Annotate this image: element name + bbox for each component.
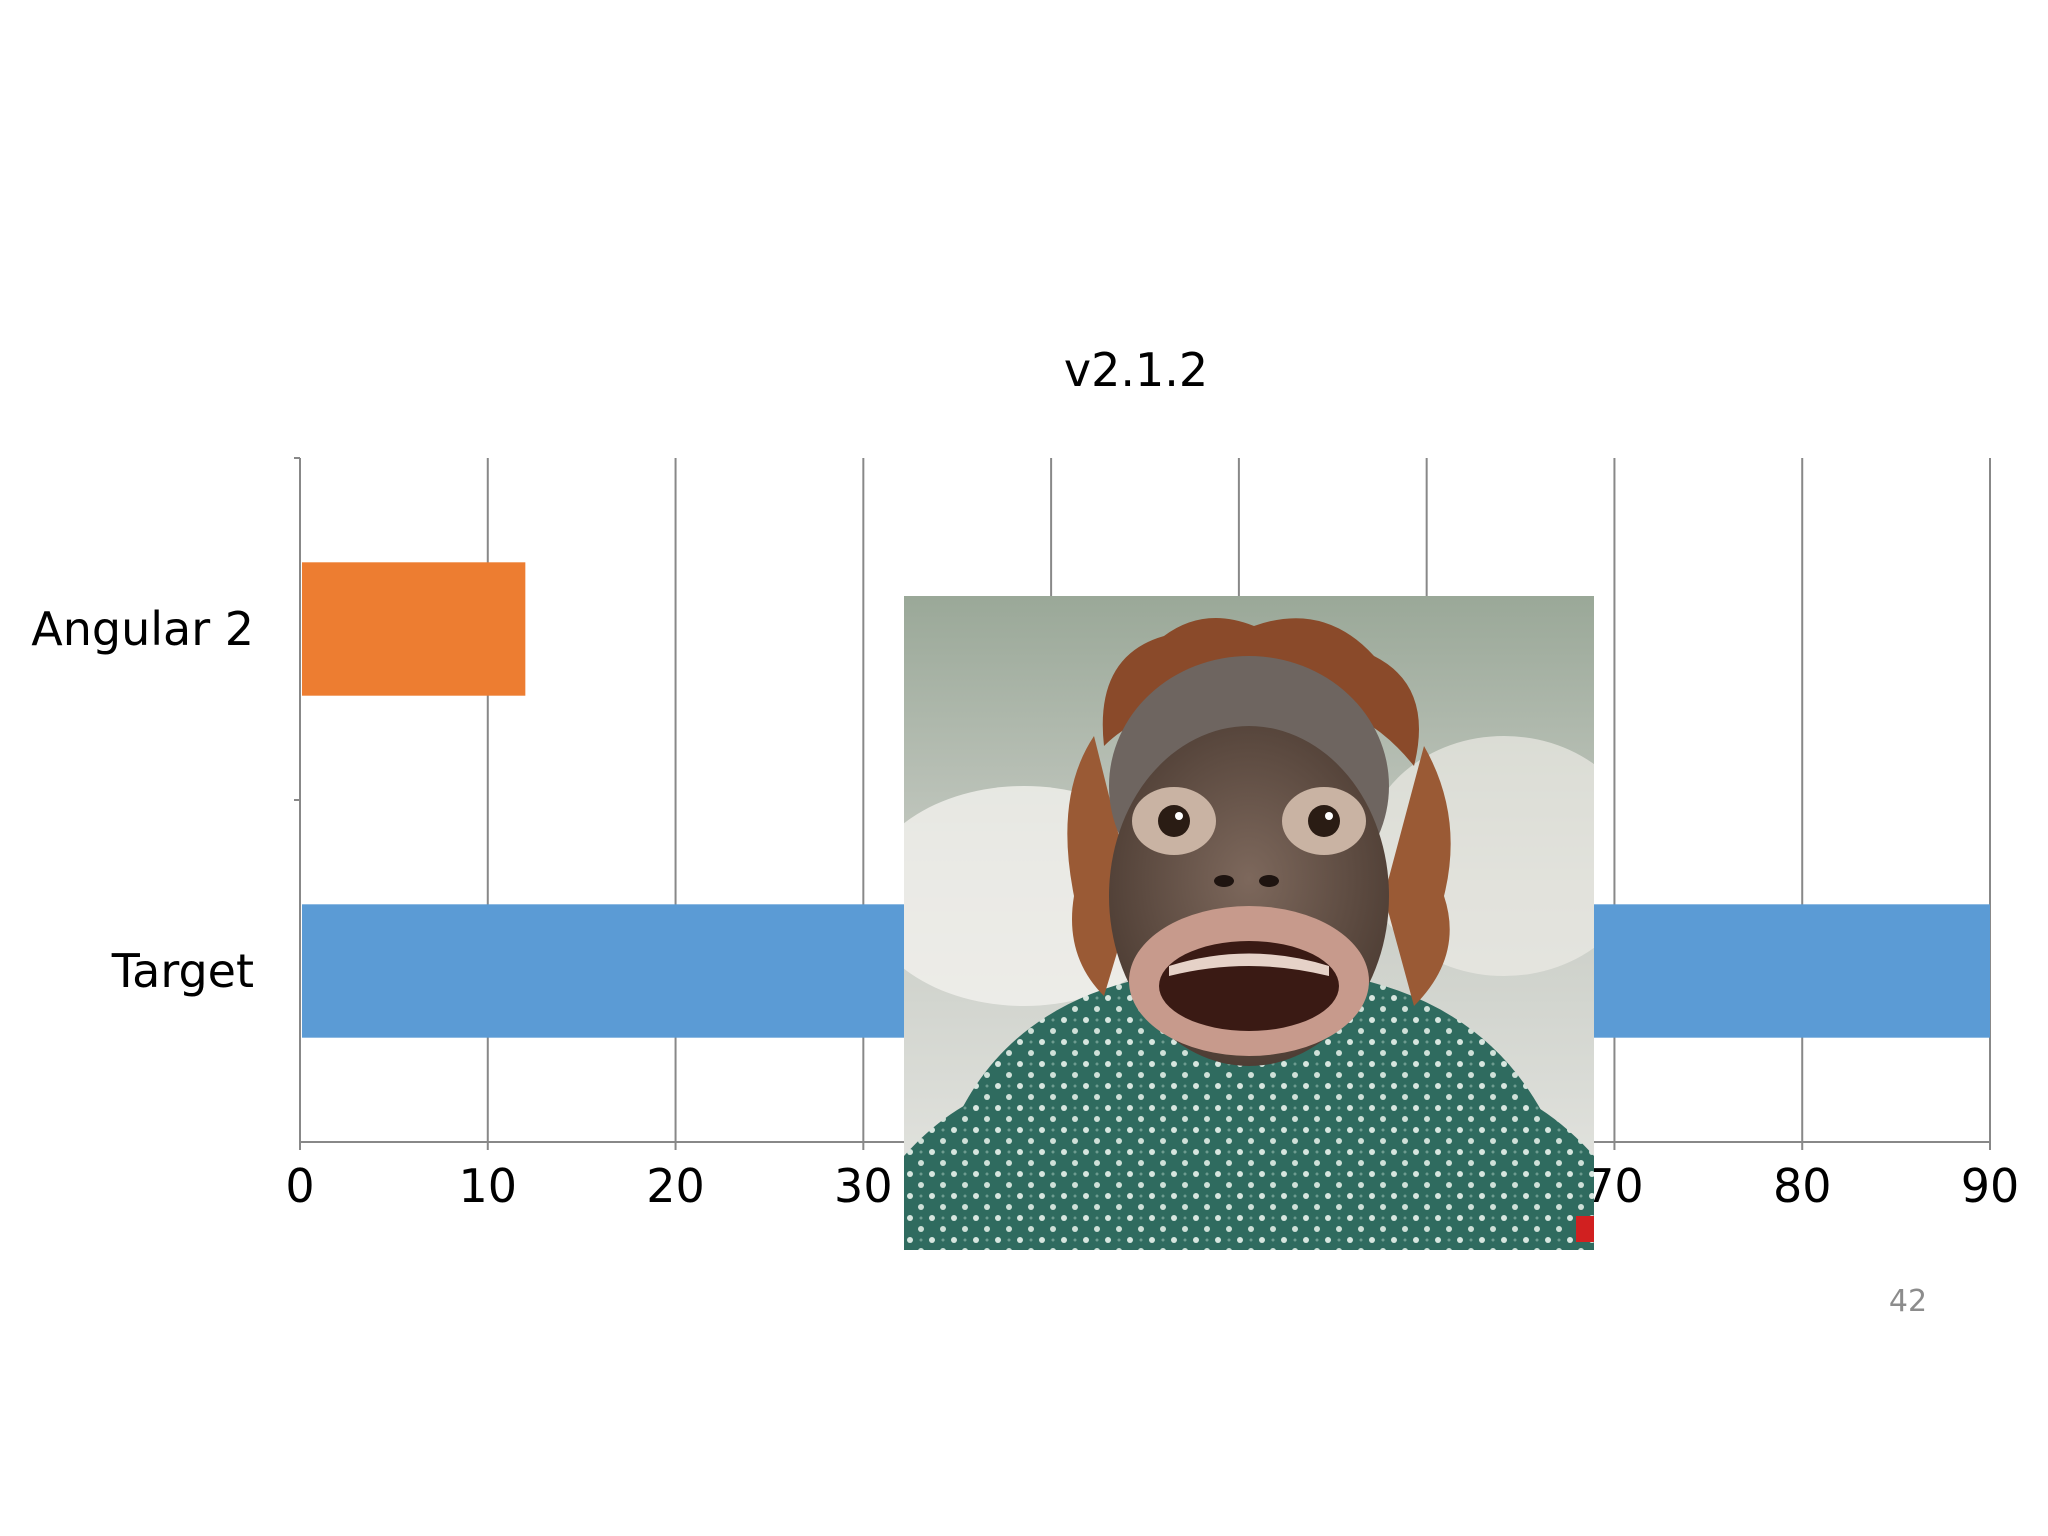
chart-title: v2.1.2 [1064,343,1208,397]
slide-number: 42 [1888,1284,1928,1319]
bar-angular-2 [302,562,526,696]
x-tick-label: 70 [1585,1159,1644,1213]
x-tick-label: 20 [646,1159,705,1213]
x-tick-label: 10 [459,1159,518,1213]
x-tick-label: 0 [285,1159,314,1213]
x-tick-label: 80 [1773,1159,1832,1213]
orangutan-photo [904,596,1594,1250]
x-tick-label: 90 [1961,1159,2020,1213]
category-label: Angular 2 [31,602,254,656]
x-tick-label: 30 [834,1159,893,1213]
category-label: Target [111,944,254,998]
